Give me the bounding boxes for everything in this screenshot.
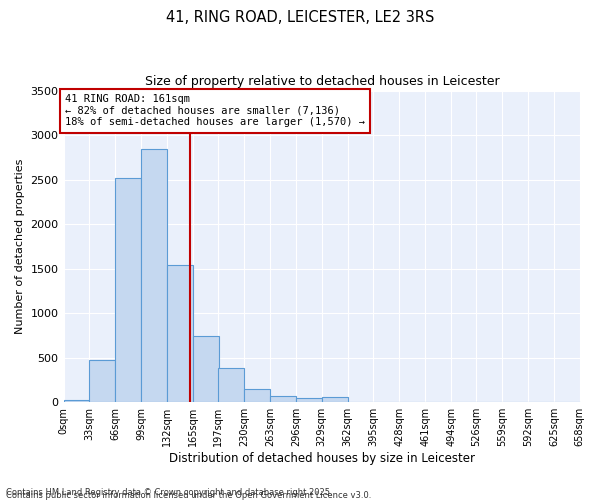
Bar xyxy=(193,336,219,402)
Text: Contains public sector information licensed under the Open Government Licence v3: Contains public sector information licen… xyxy=(6,492,371,500)
Text: 41 RING ROAD: 161sqm
← 82% of detached houses are smaller (7,136)
18% of semi-de: 41 RING ROAD: 161sqm ← 82% of detached h… xyxy=(65,94,365,128)
Bar xyxy=(89,360,115,402)
Text: 41, RING ROAD, LEICESTER, LE2 3RS: 41, RING ROAD, LEICESTER, LE2 3RS xyxy=(166,10,434,25)
X-axis label: Distribution of detached houses by size in Leicester: Distribution of detached houses by size … xyxy=(169,452,475,465)
Bar xyxy=(322,397,347,402)
Bar xyxy=(270,396,296,402)
Y-axis label: Number of detached properties: Number of detached properties xyxy=(15,158,25,334)
Bar xyxy=(218,368,244,402)
Bar xyxy=(64,400,89,402)
Bar xyxy=(115,178,141,402)
Bar xyxy=(296,398,322,402)
Title: Size of property relative to detached houses in Leicester: Size of property relative to detached ho… xyxy=(145,75,500,88)
Bar xyxy=(167,265,193,402)
Bar xyxy=(141,150,167,402)
Text: Contains HM Land Registry data © Crown copyright and database right 2025.: Contains HM Land Registry data © Crown c… xyxy=(6,488,332,497)
Bar xyxy=(244,390,270,402)
